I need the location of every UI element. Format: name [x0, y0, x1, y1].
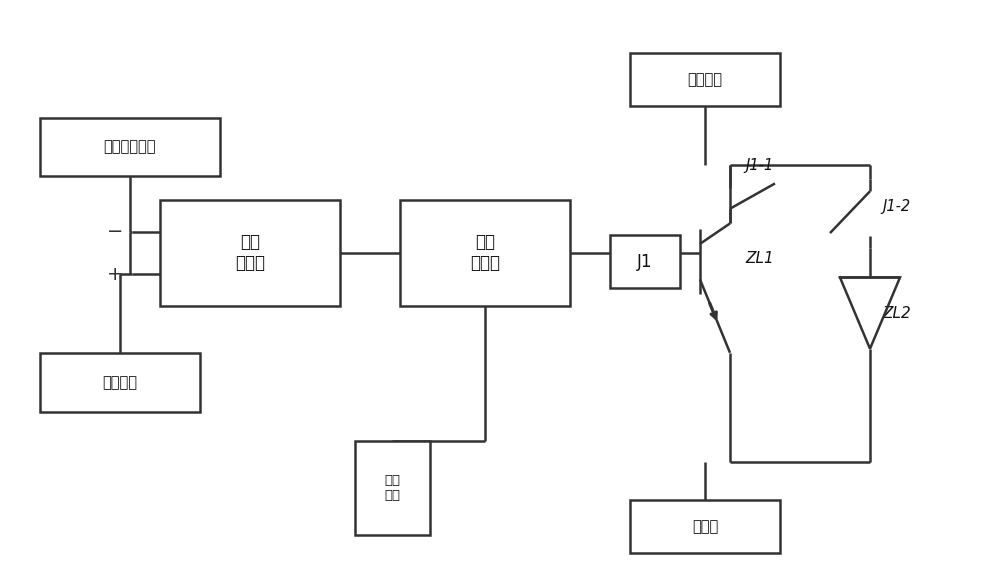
Text: −: −	[107, 222, 123, 241]
Text: ZL2: ZL2	[882, 306, 911, 320]
Text: ZL1: ZL1	[745, 251, 774, 266]
Text: +: +	[107, 265, 123, 283]
FancyBboxPatch shape	[355, 441, 430, 535]
FancyBboxPatch shape	[40, 353, 200, 412]
Text: 高速
单片机: 高速 单片机	[470, 233, 500, 272]
FancyBboxPatch shape	[610, 235, 680, 288]
Text: 管道测试端子: 管道测试端子	[104, 139, 156, 155]
FancyBboxPatch shape	[630, 500, 780, 553]
Text: 运算
放大器: 运算 放大器	[235, 233, 265, 272]
Text: 设定
开关: 设定 开关	[384, 474, 400, 502]
Text: 参比电极: 参比电极	[103, 375, 138, 390]
Text: 管道端子: 管道端子	[688, 72, 722, 87]
FancyBboxPatch shape	[40, 118, 220, 176]
FancyBboxPatch shape	[400, 200, 570, 306]
Text: J1-2: J1-2	[882, 199, 910, 214]
Text: J1: J1	[637, 253, 653, 270]
FancyBboxPatch shape	[630, 53, 780, 106]
Text: 镁阳极: 镁阳极	[692, 519, 718, 534]
FancyBboxPatch shape	[160, 200, 340, 306]
Text: J1-1: J1-1	[745, 158, 773, 173]
